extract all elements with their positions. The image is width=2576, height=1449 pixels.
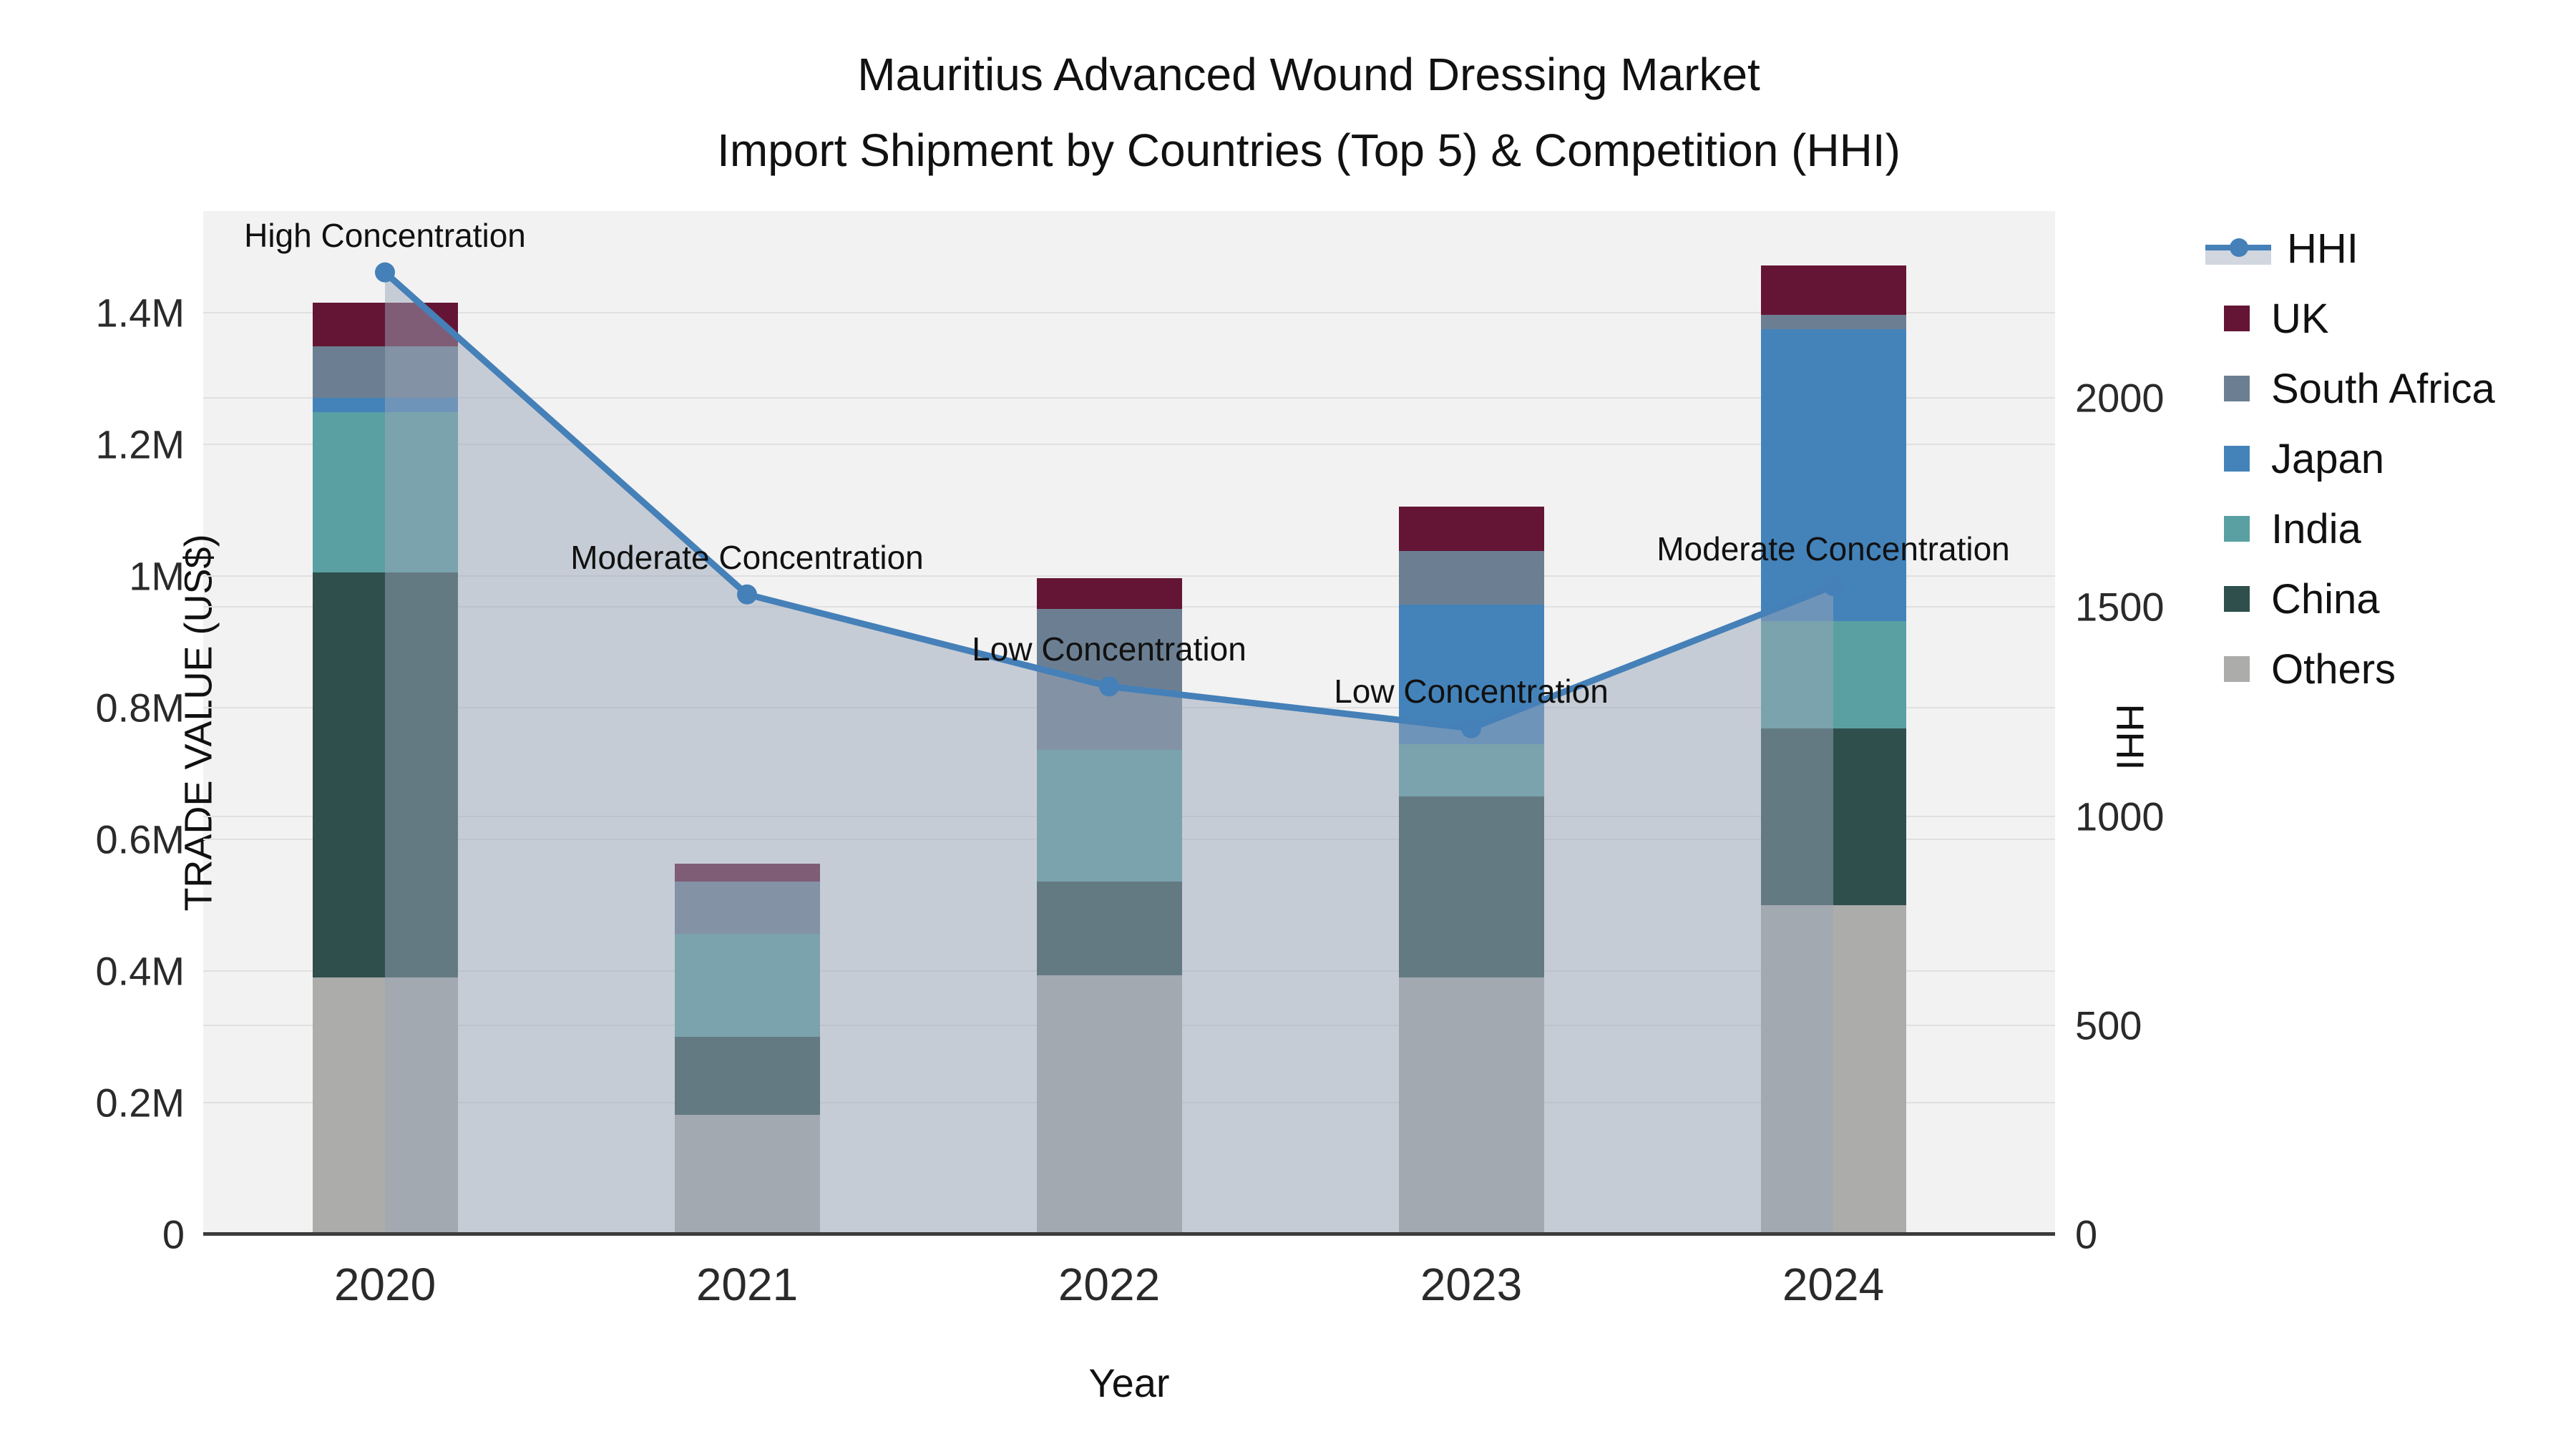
y-left-tick-0.6M: 0.6M: [95, 816, 185, 862]
x-axis-line: [203, 1232, 2055, 1236]
y-left-tick-1.2M: 1.2M: [95, 421, 185, 467]
annotation-2023: Low Concentration: [1334, 672, 1609, 710]
x-axis-title: Year: [1088, 1360, 1170, 1405]
legend-item-china[interactable]: China: [2205, 575, 2495, 623]
legend-label: Others: [2271, 645, 2396, 693]
annotation-2020: High Concentration: [244, 216, 526, 254]
annotation-2022: Low Concentration: [972, 630, 1246, 668]
hhi-area-fill: [385, 272, 1833, 1234]
bar-segment-2024-south-africa[interactable]: [1760, 314, 1906, 329]
legend-swatch-icon: [2224, 306, 2250, 331]
legend-swatch-icon: [2224, 586, 2250, 612]
x-tick-2022: 2022: [1058, 1259, 1161, 1310]
legend-label: China: [2271, 575, 2380, 623]
legend-item-others[interactable]: Others: [2205, 645, 2495, 693]
annotation-2021: Moderate Concentration: [570, 538, 924, 576]
annotation-2024: Moderate Concentration: [1657, 530, 2010, 568]
y-right-tick-1500: 1500: [2075, 584, 2165, 630]
legend: HHI UK South Africa Japan India China Others: [2205, 225, 2495, 718]
legend-label: India: [2271, 505, 2361, 552]
y-left-tick-0.2M: 0.2M: [95, 1080, 185, 1126]
legend-item-hhi[interactable]: HHI: [2205, 225, 2495, 272]
x-tick-2023: 2023: [1420, 1259, 1523, 1310]
y-left-tick-1.4M: 1.4M: [95, 290, 185, 336]
y-right-tick-1000: 1000: [2075, 794, 2165, 839]
x-tick-2021: 2021: [696, 1259, 799, 1310]
legend-label: South Africa: [2271, 365, 2495, 412]
bar-segment-2022-uk[interactable]: [1036, 577, 1182, 609]
bar-segment-2023-uk[interactable]: [1398, 507, 1544, 552]
x-tick-2020: 2020: [333, 1259, 436, 1310]
legend-item-uk[interactable]: UK: [2205, 296, 2495, 342]
hhi-marker-2022[interactable]: [1099, 676, 1119, 697]
legend-label: Japan: [2271, 435, 2385, 482]
legend-item-india[interactable]: India: [2205, 505, 2495, 552]
gridline-left-1.4M: [203, 312, 2055, 313]
hhi-marker-2024[interactable]: [1823, 576, 1843, 597]
legend-swatch-icon: [2224, 376, 2250, 401]
hhi-marker-2023[interactable]: [1461, 718, 1481, 738]
chart-title-line1: Mauritius Advanced Wound Dressing Market: [857, 49, 1760, 100]
bar-segment-2024-japan[interactable]: [1760, 329, 1906, 621]
x-tick-2024: 2024: [1782, 1259, 1885, 1310]
legend-swatch-icon: [2224, 446, 2250, 472]
y-left-tick-1M: 1M: [129, 553, 185, 599]
gridline-left-1M: [203, 575, 2055, 577]
legend-item-japan[interactable]: Japan: [2205, 436, 2495, 482]
legend-swatch-icon: [2224, 656, 2250, 682]
hhi-line-swatch-icon: [2205, 228, 2271, 269]
legend-label: UK: [2271, 295, 2329, 342]
y-right-tick-0: 0: [2075, 1211, 2098, 1257]
legend-label: HHI: [2287, 225, 2358, 272]
legend-item-south-africa[interactable]: South Africa: [2205, 366, 2495, 412]
y-right-tick-2000: 2000: [2075, 375, 2165, 421]
legend-swatch-icon: [2224, 516, 2250, 542]
gridline-right-2000: [203, 397, 2055, 399]
y-left-tick-0: 0: [162, 1211, 185, 1257]
hhi-marker-2021[interactable]: [737, 584, 757, 605]
y-left-tick-0.4M: 0.4M: [95, 948, 185, 994]
y-right-tick-500: 500: [2075, 1002, 2142, 1048]
bar-segment-2024-uk[interactable]: [1760, 265, 1906, 315]
y-left-tick-0.8M: 0.8M: [95, 685, 185, 731]
gridline-left-1.2M: [203, 444, 2055, 445]
bar-segment-2023-south-africa[interactable]: [1398, 551, 1544, 605]
hhi-marker-2020[interactable]: [375, 262, 395, 283]
chart-title: Mauritius Advanced Wound Dressing Market…: [717, 52, 1901, 173]
chart-title-line2: Import Shipment by Countries (Top 5) & C…: [717, 125, 1901, 176]
